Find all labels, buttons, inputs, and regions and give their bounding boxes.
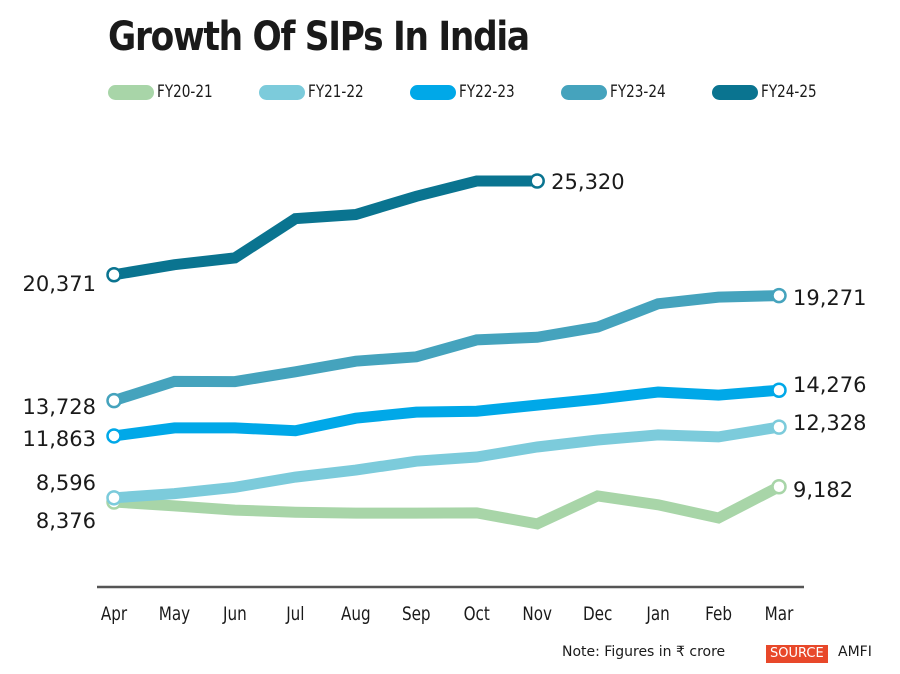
endpoint-marker (106, 428, 122, 444)
legend-swatch-fy21-22 (259, 84, 305, 100)
series-line-fy22-23 (113, 384, 780, 442)
x-tick-label: Apr (101, 603, 128, 625)
endpoint-marker (106, 267, 122, 283)
x-tick-label: May (159, 603, 190, 625)
legend-label: FY23-24 (610, 82, 666, 102)
x-tick-label: Jan (646, 603, 670, 625)
series-line-fy21-22 (113, 421, 780, 504)
end-value-label: 9,182 (793, 478, 853, 502)
legend-item-fy20-21: FY20-21 (108, 80, 227, 104)
start-value-label: 13,728 (23, 395, 96, 419)
legend-item-fy23-24: FY23-24 (561, 80, 680, 104)
x-tick-label: Aug (341, 603, 371, 625)
endpoint-marker (529, 173, 545, 189)
endpoint-marker (771, 287, 787, 304)
legend-label: FY24-25 (761, 82, 817, 102)
endpoint-marker (771, 419, 787, 435)
endpoint-marker (106, 392, 122, 409)
endpoint-marker (771, 478, 787, 495)
legend-label: FY22-23 (459, 82, 515, 102)
footnote: Note: Figures in ₹ crore (562, 644, 726, 660)
source-badge: SOURCE (766, 645, 828, 663)
series-line-fy24-25 (113, 175, 538, 281)
x-tick-label: Feb (705, 603, 732, 625)
end-value-label: 12,328 (793, 411, 866, 435)
series-line-fy20-21 (113, 481, 782, 530)
end-value-label: 25,320 (551, 170, 624, 194)
legend-item-fy21-22: FY21-22 (259, 80, 378, 104)
x-tick-label: Mar (765, 603, 794, 625)
x-tick-label: Jul (285, 603, 304, 625)
x-tick-label: Dec (583, 603, 612, 625)
legend-item-fy24-25: FY24-25 (712, 80, 831, 104)
source-name: AMFI (838, 644, 872, 660)
end-value-label: 14,276 (793, 373, 866, 397)
legend-label: FY20-21 (157, 82, 213, 102)
chart-title: Growth Of SIPs In India (108, 14, 530, 60)
start-value-label: 8,376 (36, 509, 96, 533)
start-value-label: 20,371 (23, 272, 96, 296)
start-value-label: 11,863 (23, 427, 96, 451)
legend-swatch-fy23-24 (561, 84, 607, 100)
endpoint-marker (771, 382, 787, 398)
x-tick-label: Nov (522, 603, 552, 625)
x-tick-label: Jun (222, 603, 247, 625)
start-value-label: 8,596 (36, 471, 96, 495)
legend-swatch-fy22-23 (410, 84, 456, 100)
legend-swatch-fy24-25 (712, 84, 758, 100)
x-tick-label: Sep (402, 603, 431, 625)
series-line-fy23-24 (112, 290, 780, 406)
endpoint-marker (106, 490, 122, 506)
legend-label: FY21-22 (308, 82, 364, 102)
legend-item-fy22-23: FY22-23 (410, 80, 529, 104)
end-value-label: 19,271 (793, 286, 866, 310)
x-tick-label: Oct (464, 603, 490, 625)
legend-swatch-fy20-21 (108, 84, 154, 100)
